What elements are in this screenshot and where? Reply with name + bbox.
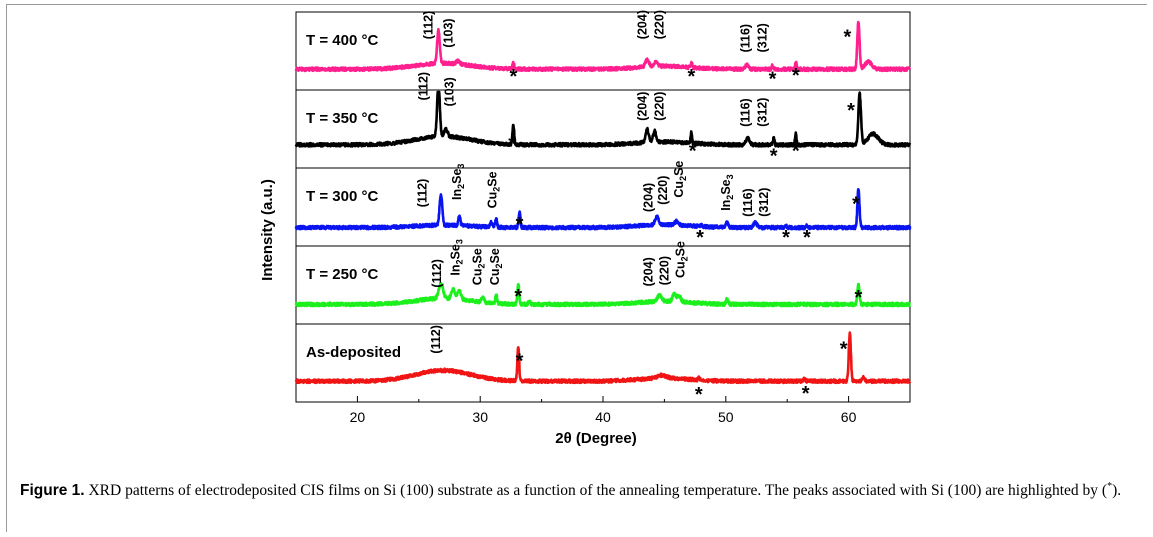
peak-label: (204) — [635, 92, 649, 121]
si-peak-marker: * — [516, 351, 524, 373]
si-peak-marker: * — [688, 66, 696, 88]
peak-label: Cu2Se — [471, 248, 487, 285]
peak-label: Cu2Se — [488, 248, 504, 285]
peak-label: (220) — [653, 10, 667, 39]
series-line — [294, 90, 912, 148]
series-line — [294, 20, 912, 73]
si-peak-marker: * — [840, 339, 848, 361]
peak-label: (116) — [738, 24, 752, 53]
si-peak-marker: * — [792, 141, 800, 163]
si-peak-marker: * — [803, 227, 811, 249]
si-peak-marker: * — [792, 65, 800, 87]
caption-text: XRD patterns of electrodeposited CIS fil… — [84, 482, 1108, 500]
xrd-chart: T = 400 °C(112) (103)*(204) (220)*(116) (31… — [259, 10, 912, 447]
peak-label: (116) — [741, 188, 755, 217]
si-peak-marker: * — [514, 286, 522, 308]
figure-caption: Figure 1. XRD patterns of electrodeposit… — [20, 476, 1130, 502]
peak-label: In2Se3 — [449, 239, 465, 275]
si-peak-marker: * — [509, 66, 517, 88]
peak-label: Cu2Se — [672, 161, 688, 198]
peak-label: (112) — [417, 72, 431, 101]
peak-label: (116) — [738, 98, 752, 127]
series-name: T = 300 °C — [306, 188, 378, 205]
peak-label: Cu2Se — [673, 241, 689, 278]
si-peak-marker: * — [802, 383, 810, 405]
peak-label: (112) — [422, 11, 436, 40]
x-tick-label: 30 — [472, 409, 488, 425]
x-tick-label: 60 — [841, 409, 857, 425]
peak-label: In2Se3 — [719, 174, 735, 210]
series-name: T = 250 °C — [306, 266, 378, 283]
peak-label: (112) — [430, 259, 444, 288]
plot-area: T = 400 °C(112) (103)*(204) (220)*(116) (31… — [294, 10, 912, 425]
si-peak-marker: * — [508, 133, 516, 155]
x-tick-label: 50 — [718, 409, 734, 425]
peak-label: (112) — [429, 325, 443, 354]
y-axis-label: Intensity (a.u.) — [259, 179, 276, 281]
peak-label: (312) — [756, 98, 770, 127]
caption-end: ). — [1112, 482, 1122, 500]
si-peak-marker: * — [516, 214, 524, 236]
peak-label: (312) — [757, 188, 771, 217]
series-line — [294, 188, 912, 231]
figure-frame — [6, 4, 1147, 532]
peak-label: (204) — [635, 10, 649, 39]
x-tick-label: 40 — [595, 409, 611, 425]
si-peak-marker: * — [855, 287, 863, 309]
peak-label: (204) — [641, 257, 655, 286]
series-name: T = 400 °C — [306, 32, 378, 49]
si-peak-marker: * — [843, 27, 851, 49]
peak-label: (220) — [653, 92, 667, 121]
peak-label: (103) — [443, 77, 457, 106]
si-peak-marker: * — [695, 384, 703, 406]
peak-label: (312) — [756, 23, 770, 52]
si-peak-marker: * — [696, 227, 704, 249]
peak-label: (103) — [441, 18, 455, 47]
si-peak-marker: * — [689, 141, 697, 163]
si-peak-marker: * — [769, 69, 777, 91]
si-peak-marker: * — [782, 227, 790, 249]
series-line — [294, 281, 912, 308]
peak-label: (220) — [657, 256, 671, 285]
series-name: T = 350 °C — [306, 110, 378, 127]
caption-star: * — [1107, 481, 1113, 492]
series-name: As-deposited — [306, 344, 401, 361]
si-peak-marker: * — [847, 100, 855, 122]
peak-label: (112) — [416, 179, 430, 208]
peak-label: In2Se3 — [450, 164, 466, 200]
series-line — [294, 331, 912, 385]
si-peak-marker: * — [852, 193, 860, 215]
peak-label: (204) — [641, 183, 655, 212]
x-axis-label: 2θ (Degree) — [555, 430, 636, 447]
si-peak-marker: * — [770, 145, 778, 167]
x-tick-label: 20 — [350, 409, 366, 425]
caption-label: Figure 1. — [20, 482, 85, 500]
peak-label: Cu2Se — [486, 171, 502, 208]
peak-label: (220) — [656, 176, 670, 205]
